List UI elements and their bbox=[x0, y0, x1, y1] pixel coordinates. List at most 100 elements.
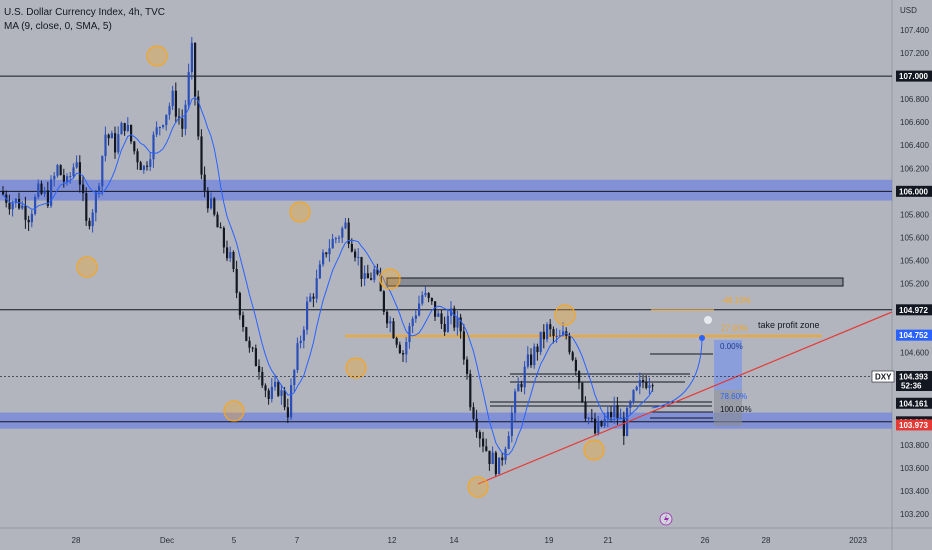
candle-body bbox=[43, 190, 46, 194]
price-tag: 104.752 bbox=[896, 329, 932, 341]
candle bbox=[466, 356, 469, 380]
candle bbox=[101, 155, 104, 196]
candle-body bbox=[270, 386, 273, 399]
candle bbox=[645, 375, 648, 390]
candle bbox=[242, 311, 245, 332]
candle bbox=[162, 124, 165, 129]
lightning-icon[interactable] bbox=[659, 512, 673, 526]
candle bbox=[315, 269, 318, 303]
candle-body bbox=[62, 175, 65, 182]
candle-body bbox=[414, 315, 417, 319]
price-tag-bg bbox=[896, 419, 932, 431]
candle bbox=[507, 431, 510, 450]
price-tick-label: 103.200 bbox=[900, 510, 929, 519]
candle-body bbox=[485, 446, 488, 451]
candle bbox=[456, 310, 459, 336]
candle bbox=[318, 260, 321, 280]
candle-body bbox=[514, 391, 517, 413]
candle-body bbox=[312, 296, 315, 299]
candle-body bbox=[267, 390, 270, 399]
candle bbox=[530, 348, 533, 368]
time-tick-label: 14 bbox=[450, 536, 459, 545]
candle-body bbox=[206, 190, 209, 209]
candle-body bbox=[421, 295, 424, 304]
candle-body bbox=[642, 380, 645, 383]
candle-body bbox=[341, 228, 344, 238]
candle bbox=[546, 322, 549, 343]
candle bbox=[190, 37, 193, 80]
candle-body bbox=[507, 436, 510, 449]
candle-body bbox=[606, 411, 609, 419]
candle bbox=[629, 399, 632, 415]
candle-body bbox=[334, 238, 337, 240]
candle-body bbox=[584, 401, 587, 419]
candle bbox=[536, 343, 539, 361]
candle bbox=[24, 196, 27, 229]
candle bbox=[203, 166, 206, 198]
candle bbox=[120, 121, 123, 135]
supply-box bbox=[386, 277, 844, 287]
candle-body bbox=[469, 373, 472, 408]
candle bbox=[584, 396, 587, 422]
moving-average-line bbox=[2, 96, 654, 456]
candle-body bbox=[299, 340, 302, 344]
candle-body bbox=[149, 159, 152, 167]
candle bbox=[373, 265, 376, 283]
candle-body bbox=[395, 338, 398, 345]
candle bbox=[59, 164, 62, 176]
candle bbox=[347, 218, 350, 249]
candle-body bbox=[222, 227, 225, 248]
candle-body bbox=[283, 390, 286, 408]
candle-body bbox=[437, 313, 440, 317]
candle-body bbox=[107, 134, 110, 139]
candle-body bbox=[184, 104, 187, 129]
candle-body bbox=[245, 327, 248, 341]
candle-body bbox=[181, 118, 184, 129]
candle-body bbox=[133, 141, 136, 152]
swing-point-marker bbox=[223, 400, 245, 422]
candle-body bbox=[360, 256, 363, 279]
candle-body bbox=[69, 176, 72, 178]
candle bbox=[395, 336, 398, 348]
candle-body bbox=[88, 220, 91, 227]
candle bbox=[286, 398, 289, 424]
candle bbox=[155, 121, 158, 137]
candle-body bbox=[280, 390, 283, 396]
candle-body bbox=[536, 346, 539, 353]
candle-body bbox=[526, 354, 529, 367]
candle bbox=[331, 233, 334, 249]
candle-body bbox=[638, 380, 641, 387]
candle bbox=[514, 388, 517, 421]
candle bbox=[594, 412, 597, 435]
candle-body bbox=[155, 127, 158, 135]
candle-body bbox=[491, 452, 494, 464]
candle bbox=[88, 217, 91, 230]
candle-body bbox=[242, 315, 245, 328]
candle bbox=[232, 250, 235, 273]
candle bbox=[389, 316, 392, 333]
candle-body bbox=[610, 411, 613, 418]
candle-body bbox=[50, 179, 53, 206]
time-tick-label: 28 bbox=[762, 536, 771, 545]
candle-body bbox=[66, 176, 69, 182]
candle-body bbox=[494, 452, 497, 475]
candle-body bbox=[232, 252, 235, 269]
candle-body bbox=[261, 371, 264, 386]
candle bbox=[213, 196, 216, 217]
candle-body bbox=[258, 366, 261, 372]
candle-body bbox=[56, 165, 59, 176]
candle bbox=[69, 172, 72, 184]
candle bbox=[622, 411, 625, 445]
candle bbox=[216, 211, 219, 228]
candle-body bbox=[318, 264, 321, 279]
swing-point-marker bbox=[146, 45, 168, 67]
candle bbox=[21, 200, 24, 210]
candle-body bbox=[293, 370, 296, 386]
take-profit-label: take profit zone bbox=[758, 320, 820, 330]
candle bbox=[597, 416, 600, 436]
candle bbox=[517, 377, 520, 392]
candle bbox=[40, 180, 43, 196]
candle bbox=[430, 297, 433, 305]
candle bbox=[98, 182, 101, 198]
